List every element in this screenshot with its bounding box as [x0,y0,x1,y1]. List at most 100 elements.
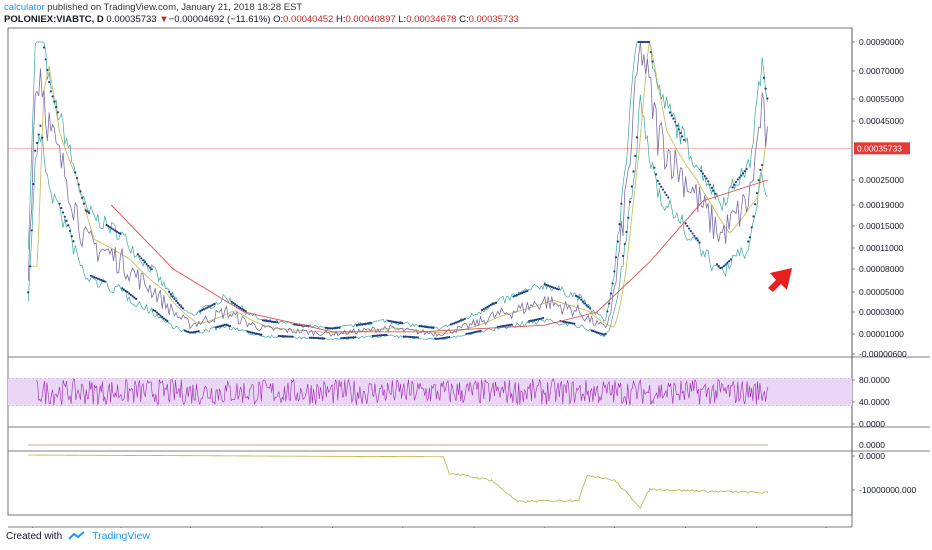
sar-dot [627,216,630,219]
sar-dot [660,185,663,188]
sar-dot [721,266,724,269]
sar-dot [263,319,266,322]
sar-dot [432,326,435,330]
price-axis-label: -0.00000600 [859,349,907,359]
sar-dot [688,227,691,230]
sar-dot [282,335,286,338]
sar-dot [150,268,153,271]
sar-dot [260,333,263,336]
close-value: 0.00035733 [468,14,519,25]
sar-dot [49,90,52,93]
tradingview-brand[interactable]: TradingView [92,530,150,542]
sar-dot [72,240,75,243]
sar-dot [314,336,317,340]
sar-dot [703,174,706,178]
sar-dot [328,327,331,330]
sar-dot [472,331,475,334]
sar-dot [173,297,176,300]
sar-dot [166,319,169,323]
sar-dot [547,284,550,287]
lower-band [27,94,768,341]
sar-dot [479,329,482,332]
sar-dot [230,300,233,303]
sar-dot [604,332,607,336]
sar-dot [143,261,146,264]
sar-dot [521,291,524,294]
sar-dot [642,40,645,44]
sar-dot [722,264,725,268]
sar-dot [253,332,256,335]
sar-dot [345,336,348,339]
sar-dot [439,337,442,340]
sar-dot [451,322,454,325]
sar-dot [101,279,105,282]
sar-dot [77,183,80,186]
price-axis-label: 0.00001000 [859,329,904,339]
sar-dot [67,224,70,227]
sar-dot [714,192,717,195]
sar-dot [395,321,399,324]
sar-dot [411,335,414,339]
sar-dot [246,330,249,333]
high-label: H: [335,14,346,25]
sar-dot [383,333,386,337]
sar-dot [61,211,65,214]
sar-dot [28,265,32,268]
sar-dot [670,114,673,117]
sar-dot [352,336,355,339]
sar-dot [361,323,364,326]
sar-dot [284,335,287,338]
price-axis-label: 0.00025000 [859,175,904,185]
footer: Created with TradingView [6,530,150,542]
sar-dot [651,60,654,63]
sar-dot [418,324,421,328]
sar-dot [93,276,96,279]
sar-dot [268,320,272,323]
sar-dot [750,226,753,229]
sar-dot [277,334,280,338]
sar-dot [658,182,661,185]
sar-dot [741,172,745,175]
symbol-label[interactable]: POLONIEX:VIABTC, D [4,14,104,25]
sar-dot [691,232,694,235]
sar-dot [227,324,230,327]
sar-dot [557,288,560,291]
sar-dot [601,332,604,336]
sar-dot [244,310,247,313]
sar-dot [481,308,484,312]
rsi-axis-label: 40.0000 [859,397,890,407]
sar-dot [374,334,378,337]
price-axis-label: 0.00015000 [859,221,904,231]
rsi-axis-label: 80.0000 [859,375,890,385]
sar-dot [289,335,292,338]
sar-dot [376,334,379,337]
sar-dot [272,320,275,323]
author-link[interactable]: calculator [4,2,45,13]
sar-dot [734,180,738,184]
sar-dot [571,322,574,325]
sar-dot [248,330,251,334]
sar-dot [641,40,644,44]
sar-dot [140,257,143,260]
sar-dot [241,307,244,311]
ma-red [110,179,769,333]
published-text: published on TradingView.com, January 21… [44,2,303,13]
sar-dot [524,290,527,293]
sar-dot [119,232,122,235]
sar-dot [616,240,619,243]
sar-dot [529,319,532,322]
sar-dot [494,301,498,305]
chart-canvas[interactable]: 0.00090000 0.00070000 0.00055000 0.00045000… [0,0,932,528]
sar-dot [220,324,223,327]
sar-dot [68,229,72,233]
sar-dot [632,170,635,173]
sar-dot [329,327,332,330]
sar-dot [442,336,446,340]
sar-dot [538,317,541,321]
sar-dot [512,295,515,298]
sar-dot [354,336,357,339]
sar-dot [425,325,428,329]
sar-dot [122,288,126,291]
sar-dot [331,327,334,330]
sar-dot [667,196,670,199]
